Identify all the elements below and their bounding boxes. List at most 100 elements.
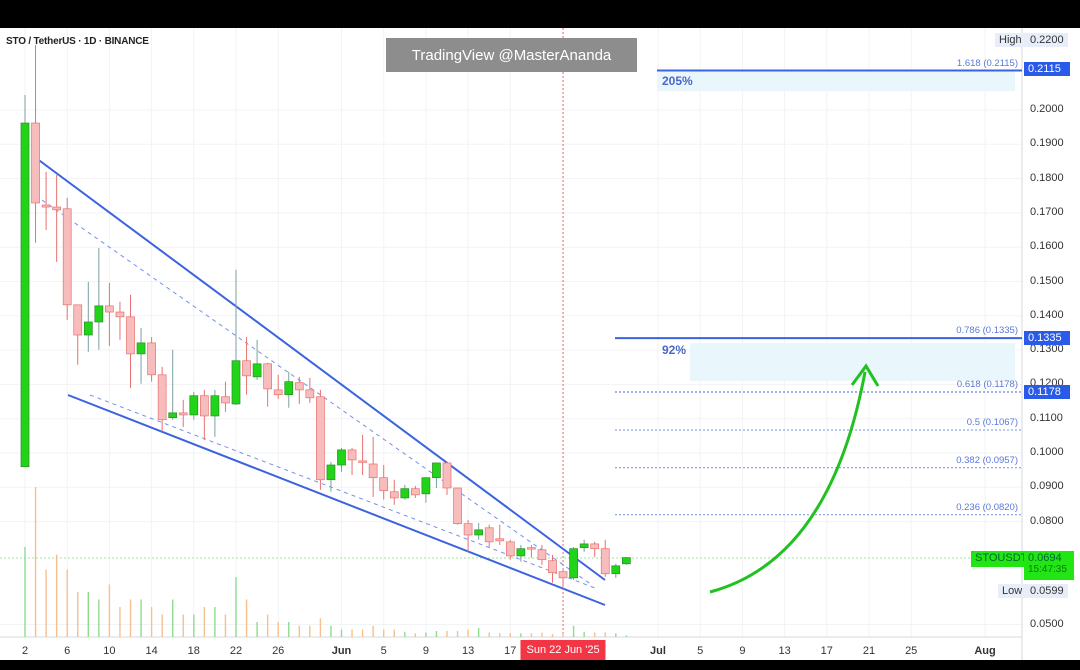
volume-bar <box>98 599 100 637</box>
target-zone <box>657 70 1015 92</box>
candle-body <box>157 374 167 421</box>
candle <box>463 519 473 552</box>
candle-body <box>368 463 378 479</box>
price-tick: 0.1300 <box>1030 343 1064 356</box>
price-tick: 0.2000 <box>1030 103 1064 115</box>
volume-bar <box>467 629 469 637</box>
candle <box>210 389 220 437</box>
candle-body <box>505 541 515 557</box>
candle-body <box>83 321 93 336</box>
date-tick: 9 <box>739 645 746 657</box>
volume-bar <box>245 599 248 637</box>
fib-0786-price-tag: 0.1335 <box>1024 331 1070 345</box>
candle <box>600 539 610 577</box>
current-price: 0.0694 <box>1028 552 1062 564</box>
volume-bar <box>446 631 448 637</box>
candle <box>548 554 557 583</box>
candle <box>389 479 399 505</box>
candle <box>516 544 526 562</box>
candle-body <box>621 557 631 565</box>
candle <box>200 389 209 440</box>
candle <box>62 197 72 320</box>
candle-body <box>105 305 114 313</box>
candle-body <box>474 529 483 536</box>
date-tick: 18 <box>187 645 200 657</box>
date-tick: 5 <box>380 645 387 657</box>
date-tick: 13 <box>778 645 791 657</box>
candle-body <box>537 549 547 561</box>
fib-level-label: 0.618 (0.1178) <box>956 378 1018 390</box>
candle-body <box>579 543 589 549</box>
bar-countdown: 15:47:35 <box>1028 564 1067 575</box>
target-zone <box>690 343 1015 381</box>
candle <box>400 484 410 500</box>
low-label: Low <box>998 584 1027 598</box>
price-tick: 0.1100 <box>1030 411 1063 424</box>
price-tick: 0.1800 <box>1030 171 1064 184</box>
candle-body <box>94 305 104 323</box>
candle <box>326 461 336 492</box>
candle-body <box>210 395 220 417</box>
target-percent-label: 92% <box>662 343 687 357</box>
candle <box>527 544 536 558</box>
volume-bar <box>256 622 258 637</box>
volume-bar <box>520 633 522 637</box>
fib-level-label: 0.5 (0.1067) <box>966 417 1018 429</box>
price-tick: 0.1500 <box>1030 274 1064 287</box>
candle-body <box>400 488 410 499</box>
date-tick: Jun <box>331 645 352 657</box>
volume-bar <box>214 607 216 637</box>
price-tick: 0.0500 <box>1030 617 1064 630</box>
volume-bar <box>488 632 490 637</box>
date-tick: 10 <box>103 645 116 657</box>
candle <box>368 436 378 497</box>
volume-bar <box>45 569 47 637</box>
candle <box>136 327 146 384</box>
volume-bar <box>456 631 459 637</box>
volume-bar <box>266 614 269 637</box>
volume-bar <box>319 618 322 637</box>
date-tick: 17 <box>820 645 833 657</box>
volume-bar <box>530 633 533 637</box>
candle-body <box>242 360 251 377</box>
candle-body <box>31 122 40 204</box>
candle <box>126 294 135 388</box>
date-tick: 6 <box>64 645 71 657</box>
candle-body <box>337 449 346 466</box>
volume-bar <box>572 625 575 637</box>
candle <box>558 567 568 590</box>
candle-body <box>569 548 578 579</box>
candle <box>252 339 262 380</box>
volume-bar <box>161 614 163 637</box>
date-tick: 22 <box>229 645 243 657</box>
date-tick: 25 <box>905 645 918 657</box>
volume-bar <box>108 584 111 637</box>
candle <box>178 399 188 427</box>
volume-bar <box>119 607 121 637</box>
candle <box>305 377 315 403</box>
symbol-title: STO / TetherUS · 1D · BINANCE <box>6 36 149 47</box>
volume-bar <box>224 614 227 637</box>
date-tick: 26 <box>272 645 285 657</box>
candle <box>495 524 505 545</box>
fib-1618-price-tag: 0.2115 <box>1024 62 1070 76</box>
price-tick: 0.1700 <box>1030 205 1064 218</box>
candle-body <box>548 560 557 574</box>
price-tick: 0.1600 <box>1030 240 1064 253</box>
volume-bar <box>172 599 174 637</box>
candle <box>484 524 494 547</box>
date-tick: 2 <box>21 645 29 657</box>
volume-bar <box>499 633 501 637</box>
candle-body <box>326 464 336 481</box>
current-price-tag: 0.0694 15:47:35 <box>1024 551 1074 580</box>
volume-bar <box>583 631 585 637</box>
candle <box>316 389 325 490</box>
candle <box>579 539 589 552</box>
candle-body <box>284 381 294 396</box>
candle <box>52 174 62 262</box>
candle <box>115 301 125 340</box>
candle-body <box>316 396 325 481</box>
candle-body <box>558 571 568 579</box>
candle-body <box>516 548 526 557</box>
